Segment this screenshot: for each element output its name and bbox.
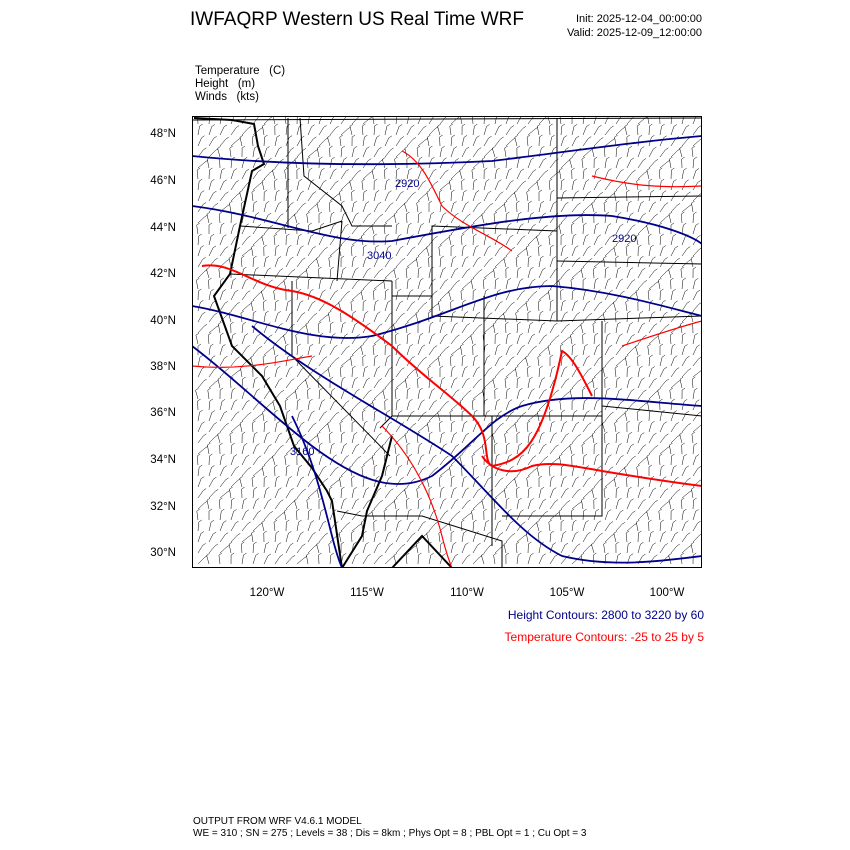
map-frame bbox=[192, 116, 702, 568]
coastline bbox=[193, 117, 343, 568]
border-sd-ne bbox=[556, 260, 702, 265]
footer-model: OUTPUT FROM WRF V4.6.1 MODEL bbox=[193, 816, 362, 827]
border-or-ca bbox=[229, 273, 393, 282]
baja-coast bbox=[341, 435, 393, 568]
lon-label: 105°W bbox=[549, 587, 585, 599]
border-nm-tx bbox=[502, 416, 603, 517]
border-id-mt bbox=[299, 117, 392, 227]
height-legend: Height Contours: 2800 to 3220 by 60 bbox=[507, 608, 704, 622]
lat-label: 40°N bbox=[150, 315, 176, 327]
height-contour bbox=[192, 345, 702, 485]
variable-temperature: Temperature (C) bbox=[195, 65, 285, 77]
lat-label: 36°N bbox=[150, 407, 176, 419]
weather-map bbox=[192, 116, 702, 568]
border-canada bbox=[192, 117, 702, 121]
contour-label: 3160 bbox=[290, 446, 315, 458]
height-contour bbox=[251, 325, 702, 564]
border-co-ne bbox=[556, 315, 702, 322]
temperature-contour bbox=[591, 175, 702, 188]
chart-title: IWFAQRP Western US Real Time WRF bbox=[190, 9, 524, 30]
variable-name: Height bbox=[195, 78, 229, 90]
temperature-contour bbox=[192, 355, 313, 368]
temperature-contours bbox=[192, 150, 702, 568]
border-ok bbox=[601, 405, 702, 417]
temperature-contour bbox=[401, 150, 513, 252]
lat-label: 38°N bbox=[150, 361, 176, 373]
variable-height: Height (m) bbox=[195, 78, 255, 90]
lon-label: 120°W bbox=[249, 587, 285, 599]
init-time: Init: 2025-12-04_00:00:00 bbox=[576, 13, 702, 25]
border-dakotas bbox=[556, 195, 702, 199]
contour-label: 2920 bbox=[395, 178, 420, 190]
temperature-legend: Temperature Contours: -25 to 25 by 5 bbox=[504, 630, 704, 644]
lat-label: 46°N bbox=[150, 175, 176, 187]
height-contour bbox=[192, 285, 702, 339]
lat-label: 32°N bbox=[150, 501, 176, 513]
valid-time: Valid: 2025-12-09_12:00:00 bbox=[567, 27, 702, 39]
height-contour bbox=[291, 415, 343, 568]
variable-unit: (C) bbox=[269, 65, 286, 77]
lat-label: 48°N bbox=[150, 128, 176, 140]
lon-label: 115°W bbox=[350, 587, 384, 599]
border-wa-or bbox=[239, 220, 343, 232]
variable-unit: (m) bbox=[237, 78, 256, 90]
footer-config: WE = 310 ; SN = 275 ; Levels = 38 ; Dis … bbox=[193, 828, 587, 839]
contour-label: 2920 bbox=[612, 233, 637, 245]
height-contours bbox=[192, 135, 702, 568]
variable-unit: (kts) bbox=[236, 91, 259, 103]
lat-label: 30°N bbox=[150, 547, 176, 559]
lat-label: 42°N bbox=[150, 268, 176, 280]
lon-label: 110°W bbox=[450, 587, 484, 599]
height-contour bbox=[192, 135, 702, 166]
map-panel: 2920 2920 3040 3160 bbox=[192, 116, 702, 568]
temperature-contour bbox=[481, 455, 702, 487]
contour-label: 3040 bbox=[367, 250, 392, 262]
lon-label: 100°W bbox=[649, 587, 685, 599]
temperature-contour bbox=[621, 320, 702, 347]
variable-winds: Winds (kts) bbox=[195, 91, 259, 103]
border-or-id bbox=[336, 220, 343, 282]
lat-label: 44°N bbox=[150, 222, 176, 234]
gulf-coast bbox=[391, 534, 453, 568]
variable-name: Temperature bbox=[195, 65, 260, 77]
variable-name: Winds bbox=[195, 91, 227, 103]
temperature-contour bbox=[381, 425, 453, 568]
border-mexico bbox=[336, 510, 503, 568]
temperature-contour bbox=[201, 264, 593, 468]
lat-label: 34°N bbox=[150, 454, 176, 466]
